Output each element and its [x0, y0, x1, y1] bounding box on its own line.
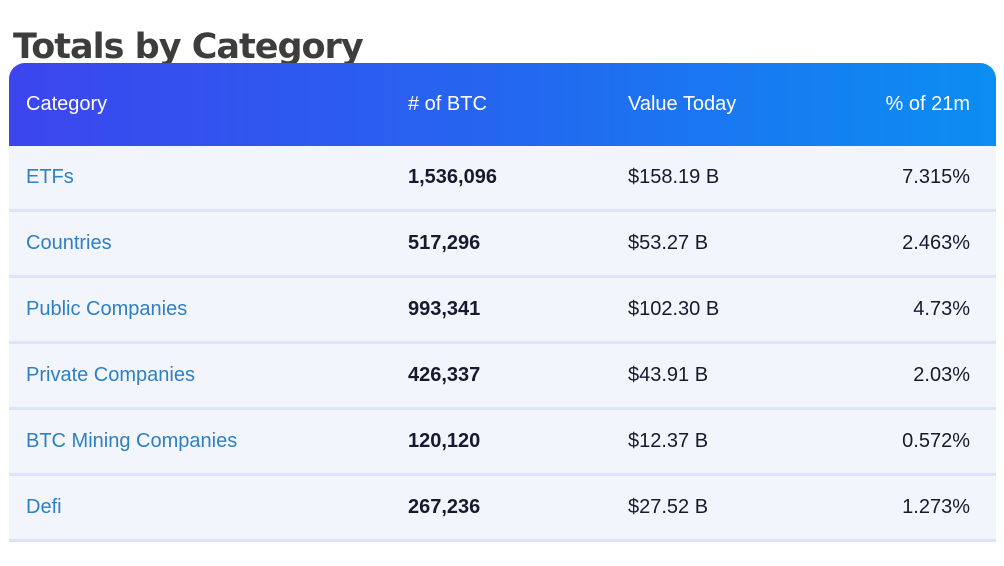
- page-title: Totals by Category: [13, 27, 364, 68]
- btc-amount-value: 1,536,096: [408, 166, 497, 188]
- table-row: Public Companies 993,341 $102.30 B 4.73%: [9, 278, 996, 344]
- category-link[interactable]: Public Companies: [26, 298, 188, 320]
- category-link[interactable]: Private Companies: [26, 364, 195, 386]
- category-link[interactable]: Defi: [26, 496, 62, 518]
- column-header-pct-21m: % of 21m: [885, 93, 970, 115]
- category-link[interactable]: ETFs: [26, 166, 74, 188]
- value-today-value: $102.30 B: [628, 298, 720, 320]
- column-header-value-today: Value Today: [628, 93, 737, 115]
- table-row: BTC Mining Companies 120,120 $12.37 B 0.…: [9, 410, 996, 476]
- btc-amount-value: 993,341: [408, 298, 481, 320]
- value-today-value: $27.52 B: [628, 496, 709, 518]
- value-today-value: $53.27 B: [628, 232, 709, 254]
- category-link[interactable]: BTC Mining Companies: [26, 430, 238, 452]
- value-today-value: $43.91 B: [628, 364, 709, 386]
- value-today-value: $158.19 B: [628, 166, 720, 188]
- column-header-category: Category: [26, 93, 108, 115]
- btc-amount-value: 120,120: [408, 430, 481, 452]
- value-today-value: $12.37 B: [628, 430, 709, 452]
- pct-of-21m-value: 2.463%: [902, 232, 970, 254]
- category-link[interactable]: Countries: [26, 232, 112, 254]
- pct-of-21m-value: 7.315%: [902, 166, 970, 188]
- btc-amount-value: 426,337: [408, 364, 481, 386]
- table-body: ETFs 1,536,096 $158.19 B 7.315% Countrie…: [9, 146, 996, 542]
- table-row: Countries 517,296 $53.27 B 2.463%: [9, 212, 996, 278]
- pct-of-21m-value: 0.572%: [902, 430, 970, 452]
- table-row: ETFs 1,536,096 $158.19 B 7.315%: [9, 146, 996, 212]
- btc-amount-value: 517,296: [408, 232, 481, 254]
- table-row: Defi 267,236 $27.52 B 1.273%: [9, 476, 996, 542]
- totals-by-category-table: Category # of BTC Value Today % of 21m E…: [9, 63, 996, 542]
- pct-of-21m-value: 4.73%: [913, 298, 970, 320]
- table-row: Private Companies 426,337 $43.91 B 2.03%: [9, 344, 996, 410]
- table-header-row: Category # of BTC Value Today % of 21m: [9, 63, 996, 146]
- column-header-btc: # of BTC: [408, 93, 487, 115]
- btc-amount-value: 267,236: [408, 496, 481, 518]
- pct-of-21m-value: 2.03%: [913, 364, 970, 386]
- pct-of-21m-value: 1.273%: [902, 496, 970, 518]
